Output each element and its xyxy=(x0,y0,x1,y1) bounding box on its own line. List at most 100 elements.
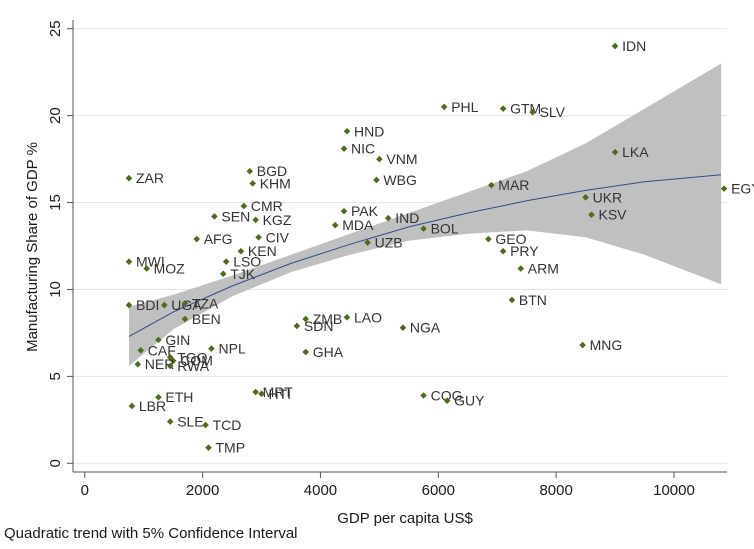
point-label-vnm: VNM xyxy=(386,151,417,167)
point-guy xyxy=(443,397,451,405)
trend-line-group xyxy=(128,174,722,337)
point-gha xyxy=(302,348,310,356)
point-label-tcd: TCD xyxy=(213,417,242,433)
point-sle xyxy=(166,418,174,425)
point-label-uzb: UZB xyxy=(375,235,403,251)
point-ind xyxy=(384,214,392,222)
point-sdn xyxy=(293,322,301,330)
confidence-interval-area xyxy=(129,63,722,366)
point-kgz xyxy=(252,216,259,224)
point-label-mng: MNG xyxy=(590,337,623,353)
point-label-wbg: WBG xyxy=(383,172,416,188)
point-egy xyxy=(720,185,728,192)
chart-note: Quadratic trend with 5% Confidence Inter… xyxy=(4,525,298,542)
point-idn xyxy=(611,42,619,50)
point-bdi xyxy=(125,301,133,309)
point-label-lbr: LBR xyxy=(139,398,166,414)
point-civ xyxy=(255,234,262,241)
point-lao xyxy=(343,313,351,321)
point-label-com: COM xyxy=(180,353,213,369)
point-tcd xyxy=(202,421,209,429)
point-lso xyxy=(222,258,230,265)
point-label-bol: BOL xyxy=(431,221,459,237)
point-bgd xyxy=(246,167,254,175)
x-tick-label-10000: 10000 xyxy=(653,482,695,499)
point-label-geo: GEO xyxy=(495,231,526,247)
x-ticks: 0 2000 4000 6000 8000 10000 xyxy=(81,472,695,499)
point-label-zar: ZAR xyxy=(136,170,164,186)
point-label-tjk: TJK xyxy=(230,266,256,282)
point-label-nga: NGA xyxy=(410,320,441,336)
point-mar xyxy=(488,181,495,189)
y-tick-label-10: 10 xyxy=(47,281,64,298)
point-slv xyxy=(529,108,536,116)
point-ukr xyxy=(582,194,589,201)
point-khm xyxy=(249,180,257,187)
point-afg xyxy=(193,235,201,243)
x-axis-label: GDP per capita US$ xyxy=(337,510,473,527)
point-tza xyxy=(181,300,189,307)
point-label-hti: HTI xyxy=(269,386,292,402)
point-label-tza: TZA xyxy=(192,295,219,311)
point-btn xyxy=(508,296,516,304)
point-label-uga: UGA xyxy=(171,297,202,313)
point-moz xyxy=(143,265,150,272)
point-ksv xyxy=(588,211,595,219)
point-lka xyxy=(611,148,619,156)
y-tick-label-5: 5 xyxy=(47,372,64,380)
point-label-pak: PAK xyxy=(351,203,379,219)
point-label-mwi: MWI xyxy=(136,254,165,270)
point-npl xyxy=(208,345,215,352)
point-label-ukr: UKR xyxy=(593,189,623,205)
point-label-rwa: RWA xyxy=(177,358,210,374)
point-label-egy: EGY xyxy=(731,181,754,197)
y-tick-label-25: 25 xyxy=(47,20,64,37)
point-mng xyxy=(579,341,586,349)
point-mrt xyxy=(252,388,259,396)
point-label-caf: CAF xyxy=(148,342,176,358)
point-cmr xyxy=(240,202,248,210)
point-phl xyxy=(440,103,448,111)
point-label-mar: MAR xyxy=(498,177,529,193)
axes: 0 2000 4000 6000 8000 10000 0 5 10 15 20 25 xyxy=(47,20,727,499)
point-label-moz: MOZ xyxy=(154,261,186,277)
point-label-ken: KEN xyxy=(248,243,277,259)
point-label-ben: BEN xyxy=(192,311,221,327)
x-tick-label-4000: 4000 xyxy=(304,482,337,499)
point-ner xyxy=(134,360,142,368)
point-mda xyxy=(331,221,339,229)
point-label-sen: SEN xyxy=(221,208,250,224)
point-nic xyxy=(340,145,348,152)
point-zar xyxy=(125,174,133,182)
point-lbr xyxy=(128,402,136,410)
point-label-gin: GIN xyxy=(165,332,190,348)
point-uga xyxy=(161,301,168,309)
x-tick-label-6000: 6000 xyxy=(422,482,455,499)
quadratic-trend-line xyxy=(128,174,722,337)
y-axis-label: Manufacturing Share of GDP % xyxy=(24,142,41,352)
grid-lines xyxy=(73,28,727,464)
point-ben xyxy=(181,315,189,323)
point-label-lso: LSO xyxy=(233,254,261,270)
point-uzb xyxy=(364,239,371,246)
point-gin xyxy=(155,336,162,344)
x-tick-label-2000: 2000 xyxy=(186,482,219,499)
point-label-sdn: SDN xyxy=(304,318,334,334)
point-com xyxy=(169,357,177,365)
point-label-zmb: ZMB xyxy=(313,311,343,327)
point-label-npl: NPL xyxy=(219,341,246,357)
point-caf xyxy=(137,347,145,354)
point-label-bdi: BDI xyxy=(136,297,159,313)
point-vnm xyxy=(376,155,383,163)
x-tick-label-0: 0 xyxy=(81,482,89,499)
point-label-gha: GHA xyxy=(313,344,344,360)
point-label-phl: PHL xyxy=(451,99,478,115)
point-label-khm: KHM xyxy=(260,175,291,191)
point-label-tmp: TMP xyxy=(216,440,246,456)
point-label-lao: LAO xyxy=(354,309,382,325)
point-label-hnd: HND xyxy=(354,123,384,139)
y-tick-label-0: 0 xyxy=(47,459,64,467)
point-label-ksv: KSV xyxy=(599,207,628,223)
